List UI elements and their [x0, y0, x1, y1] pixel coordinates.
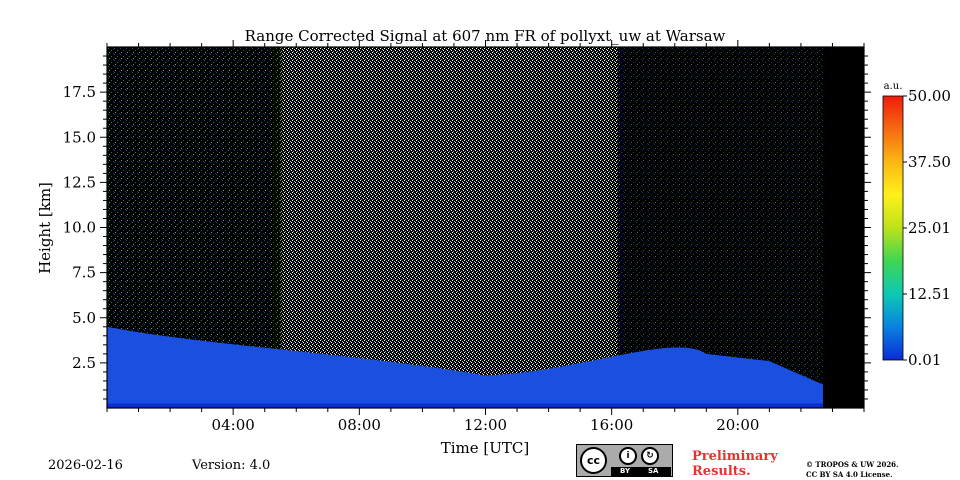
preliminary-line2: Results.	[692, 464, 751, 479]
y-tick-label: 15.0	[63, 128, 96, 146]
cc-icon: cc	[580, 447, 607, 474]
colorbar-tick-label: 12.51	[908, 285, 951, 303]
colorbar: a.u. 0.01 12.51 25.01 37.50 50.00	[882, 81, 951, 369]
y-tick-label: 12.5	[63, 173, 96, 191]
cc-sa-label: SA	[648, 467, 659, 475]
cc-by-label: BY	[620, 467, 631, 475]
plot-area	[107, 47, 864, 408]
preliminary-notice: Preliminary Results.	[692, 449, 778, 479]
x-tick-label: 16:00	[590, 416, 633, 434]
y-tick-label: 7.5	[72, 264, 96, 282]
x-tick-label: 20:00	[716, 416, 759, 434]
y-axis: 2.5 5.0 7.5 10.0 12.5 15.0 17.5	[63, 55, 871, 400]
y-tick-label: 10.0	[63, 219, 96, 237]
footer-date: 2026-02-16	[48, 458, 123, 473]
night-noise-right	[617, 47, 823, 408]
x-tick-label: 04:00	[212, 416, 255, 434]
copyright-line1: © TROPOS & UW 2026.	[806, 460, 899, 469]
chart-title: Range Corrected Signal at 607 nm FR of p…	[245, 27, 726, 45]
colorbar-tick-label: 50.00	[908, 87, 951, 105]
copyright-line2: CC BY SA 4.0 License.	[806, 470, 893, 479]
colorbar-gradient	[882, 95, 904, 361]
x-tick-label: 08:00	[338, 416, 381, 434]
footer-version: Version: 4.0	[192, 458, 271, 473]
x-axis: 04:00 08:00 12:00 16:00 20:00	[106, 40, 865, 434]
boundary-layer-region	[107, 326, 823, 408]
daytime-signal-region	[280, 47, 618, 408]
colorbar-tick-label: 0.01	[908, 351, 941, 369]
share-alike-icon: ↻	[641, 447, 659, 465]
colorbar-tick-label: 25.01	[908, 219, 951, 237]
colorbar-tick-label: 37.50	[908, 153, 951, 171]
cc-strip: BY SA	[611, 467, 671, 476]
x-axis-label: Time [UTC]	[441, 439, 530, 457]
attribution-icon: i	[619, 447, 637, 465]
y-axis-label: Height [km]	[36, 182, 54, 274]
preliminary-line1: Preliminary	[692, 449, 778, 464]
y-tick-label: 2.5	[72, 354, 96, 372]
y-tick-label: 17.5	[63, 83, 96, 101]
ground-signal-line	[107, 403, 823, 408]
cc-license-badge: cc i ↻ BY SA	[576, 444, 673, 477]
copyright-notice: © TROPOS & UW 2026. CC BY SA 4.0 License…	[806, 460, 899, 480]
x-tick-label: 12:00	[464, 416, 507, 434]
colorbar-unit: a.u.	[884, 81, 903, 92]
y-tick-label: 5.0	[72, 309, 96, 327]
